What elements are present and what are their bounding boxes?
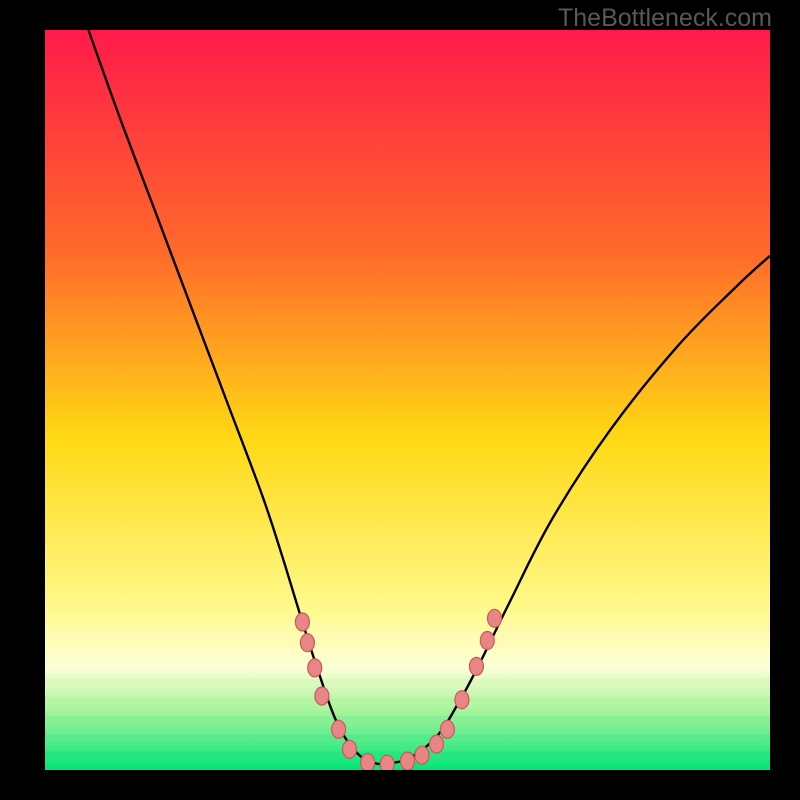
data-marker bbox=[415, 746, 429, 764]
data-marker bbox=[469, 657, 483, 675]
data-marker bbox=[440, 720, 454, 738]
band-strip bbox=[45, 642, 770, 756]
data-marker bbox=[401, 752, 415, 770]
band-line bbox=[45, 642, 770, 646]
data-marker bbox=[488, 609, 502, 627]
band-line bbox=[45, 698, 770, 702]
right-curve bbox=[379, 256, 771, 764]
data-marker bbox=[315, 687, 329, 705]
data-marker bbox=[343, 740, 357, 758]
data-marker bbox=[455, 691, 469, 709]
data-marker bbox=[380, 755, 394, 770]
band-line bbox=[45, 735, 770, 739]
left-curve bbox=[89, 30, 379, 764]
chart-stage: TheBottleneck.com bbox=[0, 0, 800, 800]
plot-area bbox=[45, 30, 770, 770]
band-line bbox=[45, 661, 770, 665]
data-marker bbox=[308, 659, 322, 677]
curve-layer bbox=[45, 30, 770, 770]
data-marker bbox=[332, 720, 346, 738]
data-marker bbox=[430, 735, 444, 753]
band-line bbox=[45, 716, 770, 720]
data-marker bbox=[295, 613, 309, 631]
watermark-text: TheBottleneck.com bbox=[558, 4, 772, 33]
data-marker bbox=[361, 754, 375, 770]
data-marker bbox=[300, 634, 314, 652]
band-line bbox=[45, 679, 770, 683]
data-marker bbox=[480, 632, 494, 650]
marker-group bbox=[295, 609, 501, 770]
